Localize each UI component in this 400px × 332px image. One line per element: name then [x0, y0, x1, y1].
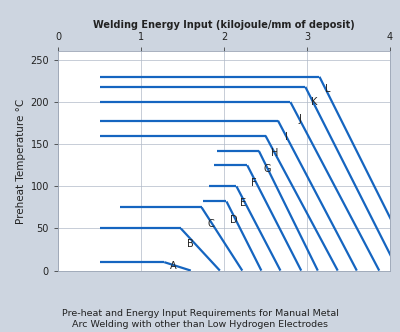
Text: Pre-heat and Energy Input Requirements for Manual Metal
Arc Welding with other t: Pre-heat and Energy Input Requirements f… — [62, 309, 338, 329]
Text: G: G — [263, 164, 270, 174]
Text: J: J — [299, 114, 302, 124]
Y-axis label: Preheat Temperature °C: Preheat Temperature °C — [16, 98, 26, 224]
Text: H: H — [271, 148, 279, 158]
Text: D: D — [230, 215, 238, 225]
X-axis label: Welding Energy Input (kilojoule/mm of deposit): Welding Energy Input (kilojoule/mm of de… — [93, 20, 355, 30]
Text: E: E — [240, 198, 246, 208]
Text: I: I — [286, 132, 288, 142]
Text: C: C — [208, 219, 214, 229]
Text: L: L — [325, 84, 331, 94]
Text: B: B — [187, 239, 194, 249]
Text: K: K — [311, 97, 318, 107]
Text: F: F — [250, 178, 256, 188]
Text: A: A — [170, 261, 177, 271]
